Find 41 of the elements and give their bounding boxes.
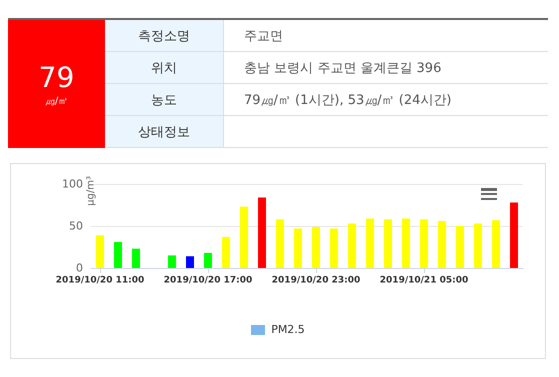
bar [96, 235, 104, 268]
bar [402, 218, 410, 268]
bar [186, 256, 194, 268]
x-tick-label: 2019/10/20 11:00 [56, 276, 144, 286]
text: 위치 [105, 52, 224, 83]
text: 상태정보 [105, 116, 224, 147]
bar [510, 202, 518, 268]
bar [420, 219, 428, 268]
text: 79 [38, 60, 74, 94]
text: 충남 보령시 주교면 울계큰길 396 [243, 60, 442, 78]
text: 주교면 [243, 28, 284, 46]
bar [222, 236, 230, 268]
bar [366, 218, 374, 268]
text: 측정소명 [105, 20, 224, 51]
bar [330, 228, 338, 268]
bar [276, 219, 284, 268]
bar [456, 226, 464, 268]
text: 농도 [105, 84, 224, 115]
bar [258, 197, 266, 268]
bar [492, 220, 500, 268]
bar [474, 223, 482, 268]
y-axis-title: μg/m³ [86, 176, 96, 206]
bar [348, 223, 356, 268]
y-tick-label: 0 [76, 262, 83, 274]
bar [438, 220, 446, 268]
x-tick-label: 2019/10/20 17:00 [164, 276, 252, 286]
y-tick-label: 50 [69, 220, 83, 232]
bar [240, 206, 248, 268]
bar [312, 226, 320, 268]
x-tick-label: 2019/10/21 05:00 [380, 276, 468, 286]
bar [168, 255, 176, 268]
text: 79㎍/㎥ (1시간), 53㎍/㎥ (24시간) [243, 92, 452, 110]
bar [204, 252, 212, 268]
bar [114, 242, 122, 268]
bar [384, 219, 392, 268]
y-tick-label: 100 [62, 178, 83, 190]
text: PM2.5 [271, 323, 305, 336]
bar [294, 228, 302, 268]
text: ㎍/㎥ [44, 94, 68, 108]
x-tick-label: 2019/10/20 23:00 [272, 276, 360, 286]
bar [132, 248, 140, 268]
